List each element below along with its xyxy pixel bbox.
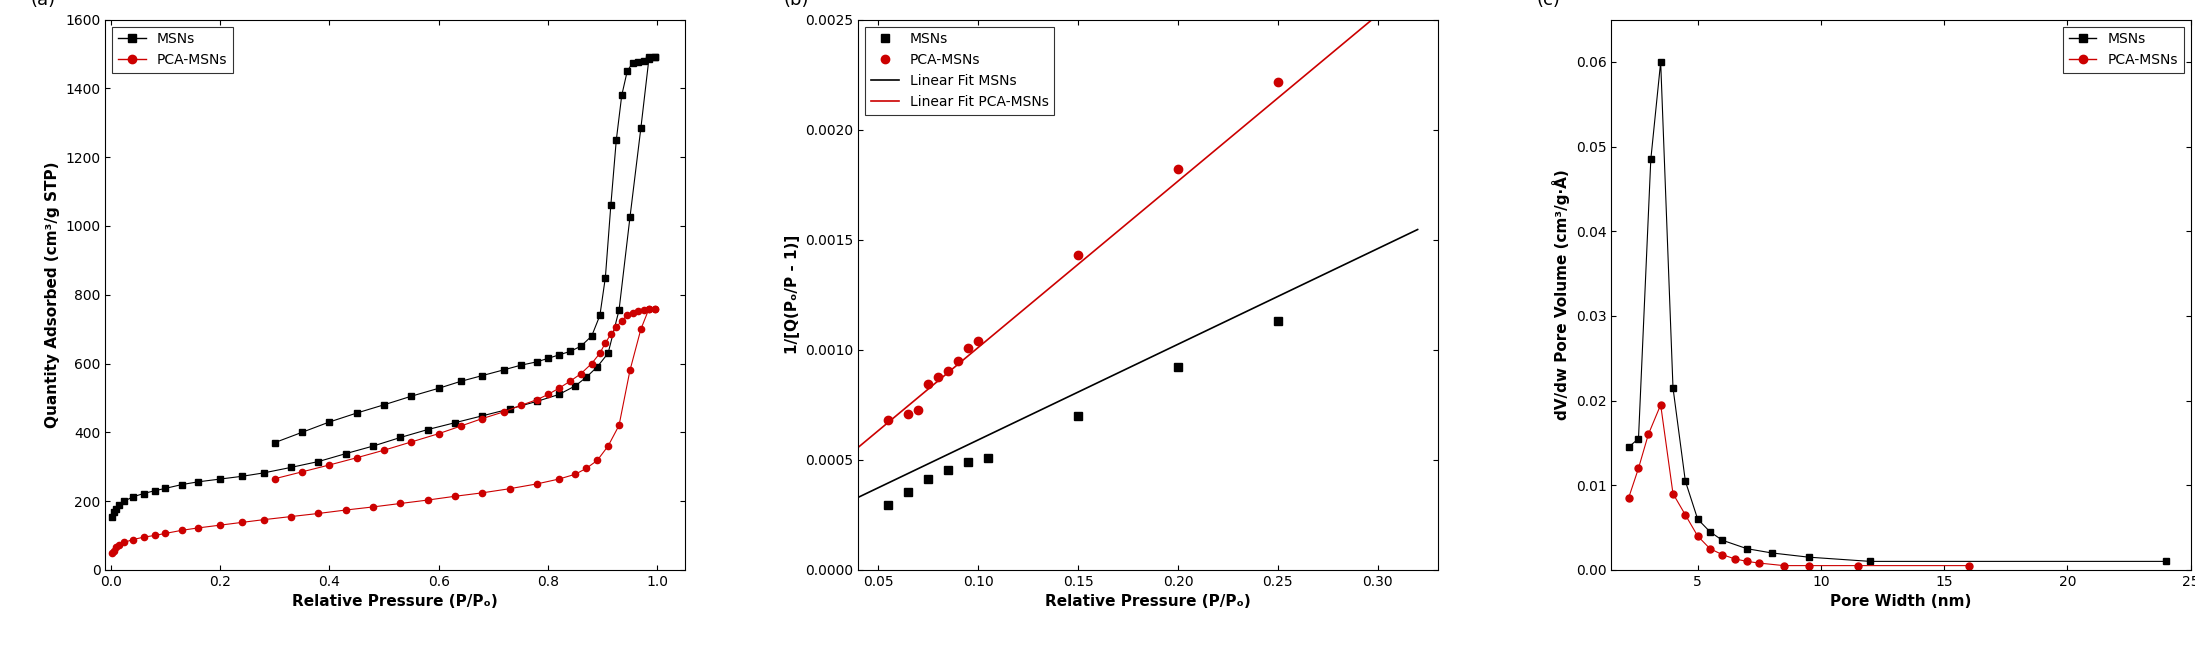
X-axis label: Pore Width (nm): Pore Width (nm) xyxy=(1831,594,1971,609)
Y-axis label: 1/[Q(Pₒ/P - 1)]: 1/[Q(Pₒ/P - 1)] xyxy=(784,235,799,354)
Y-axis label: dV/dw Pore Volume (cm³/g·Å): dV/dw Pore Volume (cm³/g·Å) xyxy=(1552,170,1569,420)
Legend: MSNs, PCA-MSNs: MSNs, PCA-MSNs xyxy=(2063,27,2184,73)
Legend: MSNs, PCA-MSNs: MSNs, PCA-MSNs xyxy=(112,27,233,73)
Text: (a): (a) xyxy=(31,0,55,9)
X-axis label: Relative Pressure (P/Pₒ): Relative Pressure (P/Pₒ) xyxy=(292,594,498,609)
X-axis label: Relative Pressure (P/Pₒ): Relative Pressure (P/Pₒ) xyxy=(1045,594,1251,609)
Text: (c): (c) xyxy=(1536,0,1561,9)
Y-axis label: Quantity Adsorbed (cm³/g STP): Quantity Adsorbed (cm³/g STP) xyxy=(44,162,59,428)
Legend: MSNs, PCA-MSNs, Linear Fit MSNs, Linear Fit PCA-MSNs: MSNs, PCA-MSNs, Linear Fit MSNs, Linear … xyxy=(865,27,1054,115)
Text: (b): (b) xyxy=(784,0,808,9)
